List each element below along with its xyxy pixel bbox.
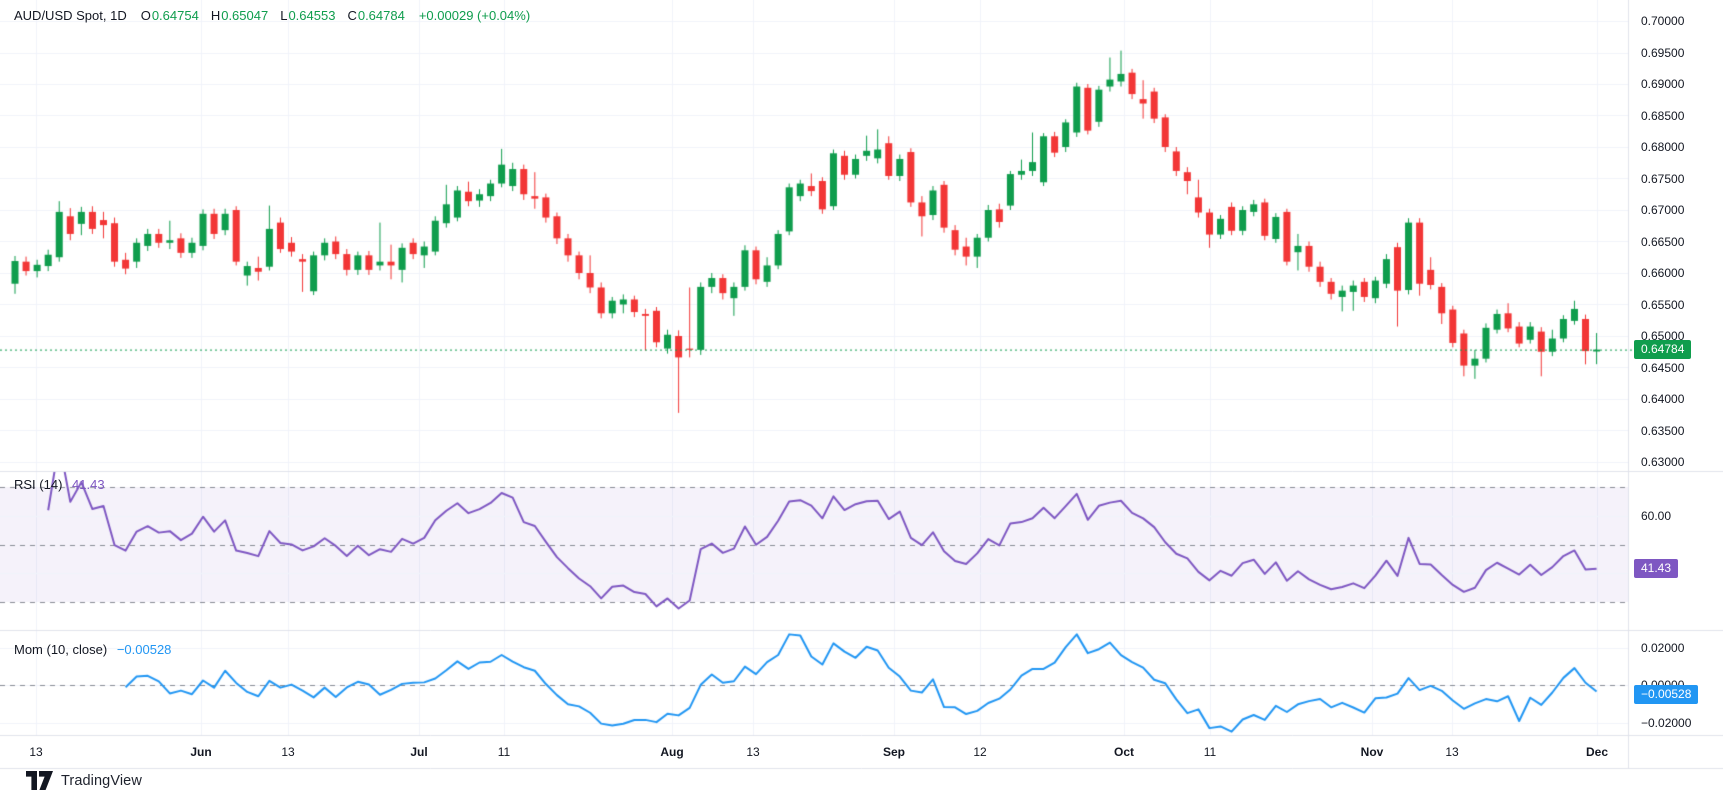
symbol-title[interactable]: AUD/USD Spot, 1D [14,8,127,23]
last-price-badge: 0.64784 [1634,339,1692,359]
time-axis-tick: 13 [281,745,295,759]
price-axis-tick: 0.67500 [1641,171,1685,186]
momentum-legend[interactable]: Mom (10, close) −0.00528 [14,642,171,657]
price-axis-tick: 0.67000 [1641,203,1685,217]
price-axis-tick: 0.64500 [1641,360,1685,375]
time-axis-tick: Dec [1585,745,1609,759]
price-axis-tick: 0.70000 [1641,14,1685,28]
momentum-legend-value: −0.00528 [116,642,172,657]
tradingview-logo-icon [26,771,53,790]
rsi-legend-title: RSI (14) [14,477,63,492]
symbol-legend: AUD/USD Spot, 1D O0.64754 H0.65047 L0.6455… [14,8,530,23]
time-axis-tick: Jul [410,745,428,759]
ohlc-token: C0.64784 [347,8,405,23]
time-axis-tick: Nov [1360,745,1384,759]
momentum-axis-tick: 0.02000 [1641,640,1685,655]
tradingview-brand-text: TradingView [61,772,142,789]
price-axis-tick: 0.66500 [1641,234,1685,249]
time-axis-tick: 13 [1445,745,1459,759]
momentum-legend-title: Mom (10, close) [14,642,108,657]
price-axis-tick: 0.63000 [1641,455,1685,469]
price-axis-tick: 0.68500 [1641,108,1685,123]
price-axis-tick: 0.63500 [1641,423,1685,438]
price-axis-tick: 0.64000 [1641,392,1685,406]
price-axis-tick: 0.66000 [1641,266,1685,280]
time-axis-tick: Aug [660,745,684,759]
rsi-axis-tick: 60.00 [1641,508,1672,523]
tradingview-attribution[interactable]: TradingView [26,771,142,790]
momentum-axis-tick: −0.02000 [1641,715,1692,730]
price-axis-tick: 0.65000 [1641,329,1685,343]
price-axis-tick: 0.69500 [1641,45,1685,60]
ohlc-readout: O0.64754 H0.65047 L0.64553 C0.64784 [141,8,405,23]
rsi-legend[interactable]: RSI (14) 41.43 [14,477,105,492]
change-readout: +0.00029 (+0.04%) [418,8,531,23]
price-axis-tick: 0.69000 [1641,77,1685,91]
ohlc-token: O0.64754 [140,8,199,23]
time-axis-tick: 11 [497,745,511,759]
rsi-legend-value: 41.43 [72,477,105,492]
ohlc-token: L0.64553 [280,8,336,23]
price-axis-tick: 0.68000 [1641,140,1685,154]
time-axis-tick: 12 [973,745,987,759]
time-axis-tick: 13 [746,745,760,759]
time-axis-tick: 11 [1203,745,1217,759]
time-axis-tick: Sep [882,745,906,759]
price-axis-tick: 0.65500 [1641,297,1685,312]
ohlc-token: H0.65047 [210,8,269,23]
time-axis-tick: Oct [1113,745,1135,759]
time-axis-tick: Jun [190,745,212,759]
rsi-value-badge: 41.43 [1634,559,1679,579]
time-axis-tick: 13 [29,745,43,759]
momentum-value-badge: −0.00528 [1634,684,1699,704]
